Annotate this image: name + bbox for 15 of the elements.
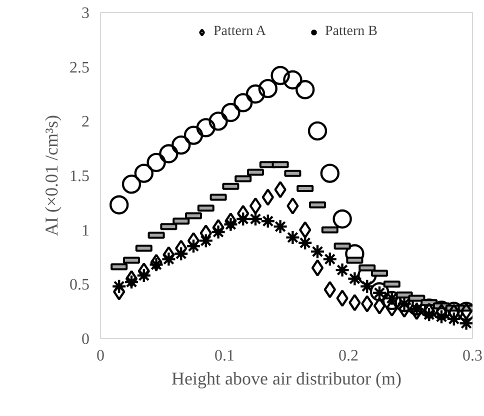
y-tick-label: 1.5 [70, 168, 90, 185]
y-tick-label: 0 [82, 331, 90, 348]
y-tick-label: 3 [82, 5, 90, 22]
y-tick-label: 2 [82, 114, 90, 131]
legend-label: Pattern B [325, 24, 378, 40]
x-tick-label: 0.2 [338, 348, 358, 364]
y-tick-label: 0.5 [70, 276, 90, 294]
x-tick-label: 0.3 [462, 348, 482, 364]
y-axis-title: AI (×0.01 /cm³s) [42, 114, 62, 236]
x-tick-label: 0 [96, 348, 104, 364]
x-axis-title: Height above air distributor (m) [172, 368, 402, 388]
legend-label: Pattern A [214, 24, 266, 40]
y-tick-label: 1 [82, 222, 90, 240]
x-tick-label: 0.1 [214, 348, 234, 364]
y-tick-label: 2.5 [70, 59, 90, 76]
